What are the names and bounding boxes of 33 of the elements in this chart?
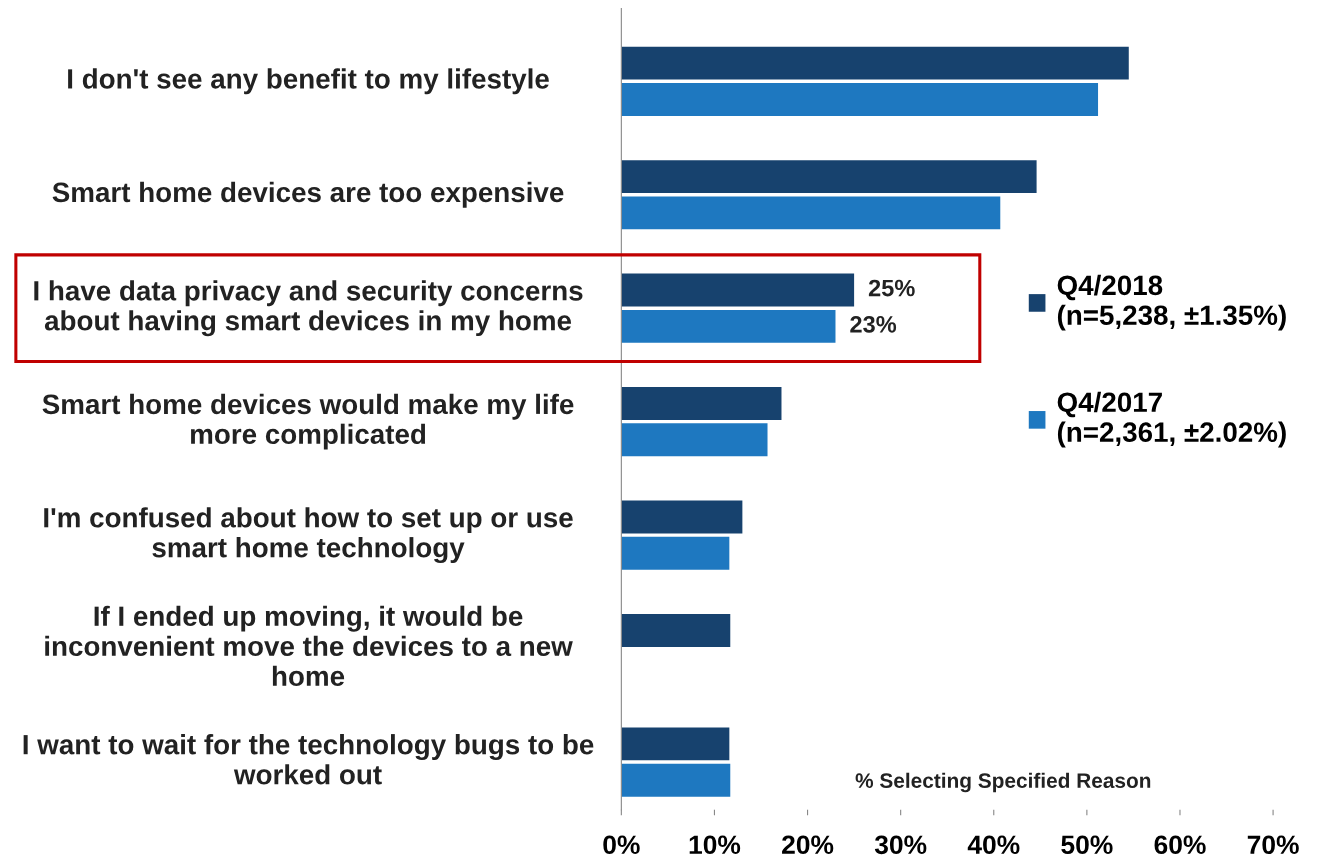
x-tick-label: 30% [874, 835, 927, 855]
bar [621, 727, 730, 761]
x-tick-label: 10% [689, 835, 741, 855]
data-label: 25% [868, 279, 915, 297]
y-tick-label: Smart home devices would make my life more complicated [42, 393, 574, 450]
bar [621, 273, 855, 307]
x-tick-label: 60% [1154, 835, 1206, 855]
legend-label: Q4/2017 (n=2,361, ±2.02%) [1057, 391, 1286, 448]
x-tick-label: 0% [603, 835, 640, 855]
x-tick-label: 20% [782, 835, 834, 855]
bar [621, 613, 731, 647]
bar [621, 536, 730, 570]
x-tick-label: 70% [1247, 835, 1299, 855]
bar [621, 500, 743, 534]
bar [621, 309, 836, 343]
y-tick-label: I want to wait for the technology bugs to be worked out [23, 734, 594, 785]
bar [621, 160, 1037, 194]
y-tick-label: I have data privacy and security concerns about having smart devices in my home [34, 280, 583, 337]
x-tick-label: 50% [1061, 835, 1113, 855]
legend-label: Q4/2018 (n=5,238, ±1.35%) [1057, 274, 1286, 331]
y-tick-label: I don't see any benefit to my lifestyle [68, 68, 549, 95]
x-tick-label: 40% [967, 835, 1020, 855]
bar [621, 46, 1129, 80]
y-tick-label: If I ended up moving, it would be inconvenient move the devices to a new home [45, 605, 573, 687]
bar [621, 387, 782, 420]
bar [621, 423, 768, 457]
annotation: % Selecting Specified Reason [855, 772, 1151, 793]
data-label: 23% [850, 315, 897, 333]
y-tick-label: Smart home devices are too expensive [52, 181, 564, 208]
bar [621, 196, 1001, 230]
bar [621, 763, 731, 797]
y-tick-label: I'm confused about how to set up or use smart home technology [44, 507, 573, 564]
bar [621, 82, 1099, 116]
